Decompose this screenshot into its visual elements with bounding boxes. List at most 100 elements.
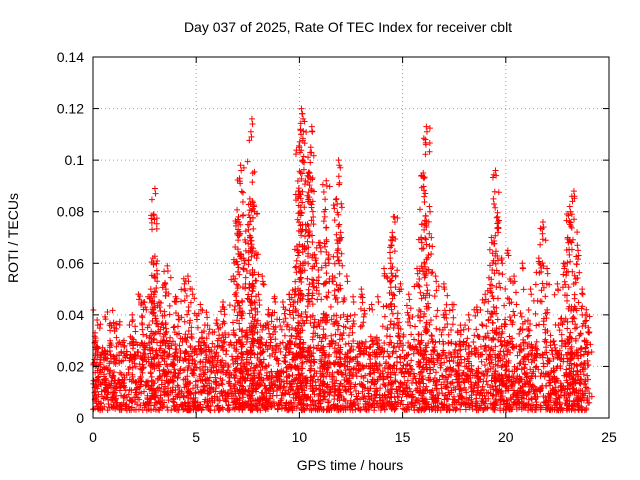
data-point bbox=[323, 270, 330, 277]
data-point bbox=[94, 317, 101, 324]
data-point bbox=[148, 299, 155, 306]
data-point bbox=[167, 274, 174, 281]
data-point bbox=[490, 335, 497, 342]
data-point bbox=[101, 351, 108, 358]
data-point bbox=[499, 271, 506, 278]
data-point bbox=[175, 370, 182, 377]
data-point bbox=[457, 322, 464, 329]
data-point bbox=[509, 344, 516, 351]
data-point bbox=[561, 278, 568, 285]
data-point bbox=[542, 336, 549, 343]
data-point bbox=[275, 360, 282, 367]
data-point bbox=[134, 341, 141, 348]
data-point bbox=[574, 367, 581, 374]
data-point bbox=[331, 217, 338, 224]
data-point bbox=[358, 291, 365, 298]
data-point bbox=[101, 403, 108, 410]
data-point bbox=[99, 393, 106, 400]
data-point bbox=[118, 383, 125, 390]
data-point bbox=[136, 396, 143, 403]
data-point bbox=[259, 389, 266, 396]
data-point bbox=[143, 358, 150, 365]
data-point bbox=[308, 204, 315, 211]
data-point bbox=[338, 204, 345, 211]
data-point bbox=[408, 357, 415, 364]
data-point bbox=[551, 402, 558, 409]
data-point bbox=[352, 387, 359, 394]
data-point bbox=[264, 311, 271, 318]
data-point bbox=[104, 407, 111, 414]
data-point bbox=[176, 369, 183, 376]
data-point bbox=[141, 388, 148, 395]
data-point bbox=[425, 376, 432, 383]
data-point bbox=[323, 177, 330, 184]
data-point bbox=[336, 181, 343, 188]
data-point bbox=[95, 398, 102, 405]
data-point bbox=[395, 394, 402, 401]
data-point bbox=[272, 349, 279, 356]
data-point bbox=[220, 298, 227, 305]
data-point bbox=[235, 237, 242, 244]
data-point bbox=[525, 351, 532, 358]
data-point bbox=[452, 407, 459, 414]
data-point bbox=[294, 252, 301, 259]
data-point bbox=[422, 190, 429, 197]
data-point bbox=[126, 406, 133, 413]
data-point bbox=[239, 370, 246, 377]
data-point bbox=[253, 277, 260, 284]
data-point bbox=[532, 281, 539, 288]
data-point bbox=[228, 353, 235, 360]
data-point bbox=[154, 270, 161, 277]
data-point bbox=[104, 355, 111, 362]
data-point bbox=[317, 356, 324, 363]
data-point bbox=[129, 373, 136, 380]
data-point bbox=[266, 330, 273, 337]
data-point bbox=[428, 251, 435, 258]
data-point bbox=[544, 270, 551, 277]
data-point bbox=[147, 350, 154, 357]
data-point bbox=[152, 275, 159, 282]
data-point bbox=[307, 159, 314, 166]
data-point bbox=[284, 407, 291, 414]
data-point bbox=[543, 349, 550, 356]
data-point bbox=[254, 407, 261, 414]
data-point bbox=[423, 282, 430, 289]
data-point bbox=[178, 388, 185, 395]
data-point bbox=[122, 405, 129, 412]
chart-title: Day 037 of 2025, Rate Of TEC Index for r… bbox=[184, 19, 512, 35]
data-point bbox=[141, 343, 148, 350]
data-point bbox=[401, 406, 408, 413]
data-point bbox=[349, 329, 356, 336]
data-point bbox=[460, 326, 467, 333]
data-point bbox=[335, 245, 342, 252]
data-point bbox=[505, 377, 512, 384]
data-point bbox=[477, 343, 484, 350]
data-point bbox=[192, 389, 199, 396]
data-point bbox=[490, 304, 497, 311]
data-point bbox=[373, 339, 380, 346]
data-point bbox=[532, 403, 539, 410]
data-point bbox=[118, 403, 125, 410]
data-point bbox=[573, 261, 580, 268]
data-point bbox=[170, 402, 177, 409]
data-point bbox=[197, 301, 204, 308]
data-point bbox=[495, 219, 502, 226]
data-point bbox=[479, 383, 486, 390]
data-point bbox=[369, 338, 376, 345]
data-point bbox=[107, 327, 114, 334]
data-point bbox=[154, 258, 161, 265]
data-point bbox=[189, 370, 196, 377]
data-point bbox=[547, 379, 554, 386]
data-point bbox=[426, 203, 433, 210]
data-point bbox=[409, 391, 416, 398]
data-point bbox=[142, 304, 149, 311]
data-point bbox=[366, 344, 373, 351]
data-point bbox=[309, 239, 316, 246]
data-point bbox=[551, 341, 558, 348]
data-point bbox=[409, 366, 416, 373]
data-point bbox=[97, 367, 104, 374]
data-point bbox=[258, 350, 265, 357]
data-point bbox=[528, 396, 535, 403]
data-point bbox=[443, 376, 450, 383]
